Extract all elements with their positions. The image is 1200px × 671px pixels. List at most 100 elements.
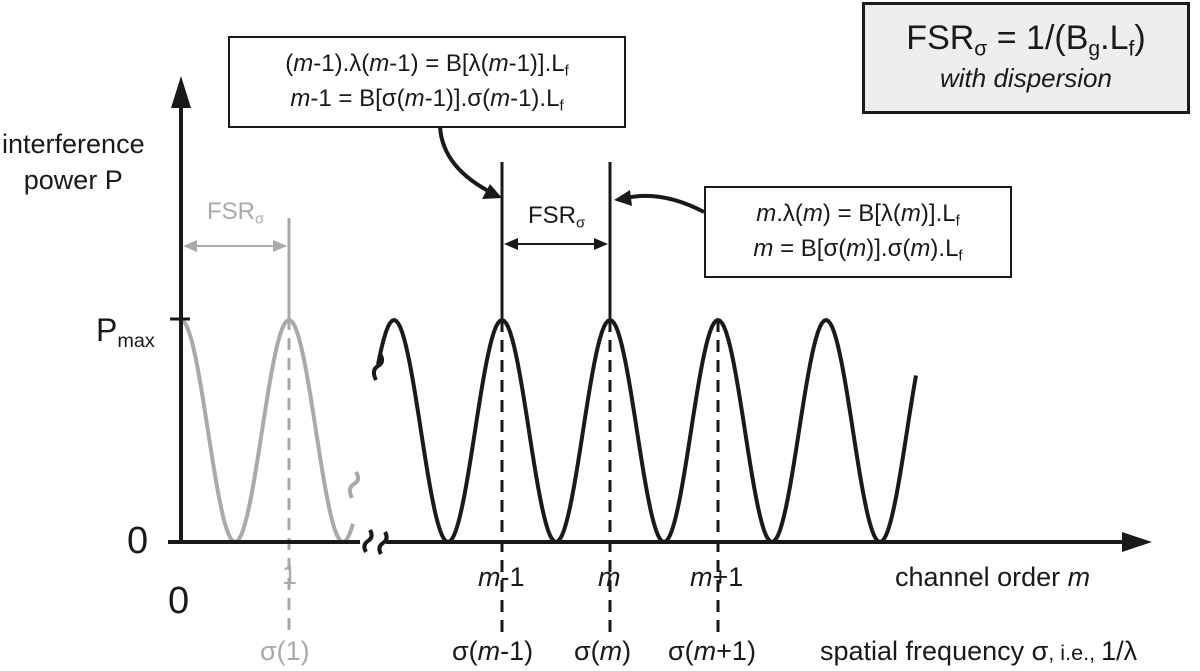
order-m-equation-box: m.λ(m) = B[λ(m)].Lf m = B[σ(m)].σ(m).Lf [704, 186, 1012, 278]
zero-x-label: 0 [168, 580, 190, 622]
fsr-end: ) [1134, 19, 1146, 57]
t: ).L [930, 235, 959, 262]
gray-arrowhead-left [183, 240, 197, 252]
equation-line-2: m-1 = B[σ(m-1)].σ(m-1).Lf [230, 81, 624, 116]
y-title-line-1: interference [2, 129, 145, 159]
pmax-sub: max [117, 329, 155, 352]
fsr-sub-f: f [1128, 37, 1135, 61]
fsr-mid2: .L [1100, 19, 1129, 57]
black-fsr-main: FSR [528, 202, 576, 229]
fsr-sub: σ [974, 37, 988, 61]
t: m [369, 50, 390, 77]
t: m [488, 50, 509, 77]
t: +1 [712, 562, 744, 592]
t: 1/λ [1101, 636, 1138, 666]
equation-line-1: m.λ(m) = B[λ(m)].Lf [706, 196, 1010, 231]
t: f [955, 213, 960, 230]
black-fsr-label: FSRσ [528, 202, 586, 232]
t: )].L [920, 200, 956, 227]
t: ( [285, 50, 294, 77]
x-axis-arrowhead [1122, 532, 1152, 552]
fsr-sub-g: g [1088, 37, 1101, 61]
x-axis-title-channel-order: channel order m [895, 562, 1090, 593]
t: m [846, 235, 867, 262]
t: m [599, 636, 623, 666]
gray-fsr-main: FSR [207, 198, 255, 225]
t: m [290, 85, 311, 112]
t: spatial frequency σ [820, 636, 1049, 666]
tick-m-minus-1: m-1 [478, 562, 525, 593]
black-waveform [376, 317, 918, 545]
t: ) [622, 636, 632, 666]
fsr-formula-box: FSRσ = 1/(Bg.Lf) with dispersion [862, 2, 1190, 114]
t: m [1067, 562, 1091, 592]
equation-line-1: (m-1).λ(m-1) = B[λ(m-1)].Lf [230, 46, 624, 81]
fsr-formula-line: FSRσ = 1/(Bg.Lf) [865, 15, 1187, 61]
t: m [477, 636, 501, 666]
equation-line-2: m = B[σ(m)].σ(m).Lf [706, 231, 1010, 266]
tick-sigma-m: σ(m) [574, 636, 631, 667]
t: m [293, 50, 314, 77]
t: f [564, 63, 569, 80]
t: = B[σ( [773, 235, 847, 262]
t: m [404, 85, 425, 112]
t: σ( [574, 636, 600, 666]
t: .λ( [776, 200, 803, 227]
upper-callout-arrowhead [482, 184, 502, 199]
t: m [478, 562, 501, 592]
black-fsr-sub: σ [576, 215, 586, 232]
t: )].σ( [866, 235, 911, 262]
t: -1 = B[σ( [310, 85, 405, 112]
t: m [910, 235, 931, 262]
zero-y-label: 0 [127, 520, 149, 562]
upper-callout-arrow [438, 125, 495, 196]
t: m [753, 235, 774, 262]
t: m [693, 636, 717, 666]
t: -1 [500, 562, 525, 592]
gray-fsr-sub: σ [255, 211, 265, 228]
t: +1) [716, 636, 756, 666]
with-dispersion-label: with dispersion [940, 63, 1112, 93]
fsr-text: FSR [906, 19, 975, 57]
t: m [690, 562, 713, 592]
t: σ( [668, 636, 694, 666]
t: -1).λ( [313, 50, 370, 77]
t: m [900, 200, 921, 227]
gray-waveform [180, 317, 355, 545]
tick-sigma-m-minus-1: σ(m-1) [452, 636, 533, 667]
t: m [802, 200, 823, 227]
t: m [598, 562, 621, 592]
t: m [756, 200, 777, 227]
t: channel order [895, 562, 1068, 592]
pmax-label: Pmax [96, 312, 155, 352]
tick-1: 1 [282, 560, 298, 590]
y-title-line-2: power P [23, 165, 123, 195]
tick-m: m [598, 562, 621, 593]
t: σ( [452, 636, 478, 666]
black-arrowhead-left [504, 238, 518, 250]
axis-break-mark-1 [362, 529, 374, 553]
gray-fsr-label: FSRσ [207, 198, 265, 228]
tick-sigma-1: σ(1) [260, 636, 310, 666]
right-callout-arrow [625, 193, 705, 214]
tick-sigma-m-plus-1: σ(m+1) [668, 636, 756, 667]
t: f [958, 248, 963, 265]
t: -1)].σ( [424, 85, 491, 112]
t: -1)].L [508, 50, 565, 77]
black-break-mark [371, 352, 385, 381]
black-arrowhead-right [594, 238, 608, 250]
t: ) = B[λ( [822, 200, 901, 227]
t: m [490, 85, 511, 112]
x-axis-title-spatial-frequency: spatial frequency σ, i.e., 1/λ [820, 636, 1137, 667]
t: -1).L [510, 85, 560, 112]
y-axis-title: interference power P [2, 126, 145, 198]
t: , i.e., [1048, 640, 1102, 665]
tick-m-plus-1: m+1 [690, 562, 743, 593]
t: -1) = B[λ( [389, 50, 489, 77]
right-callout-arrowhead [614, 190, 632, 206]
axis-break-mark-2 [377, 531, 389, 555]
gray-break-mark [347, 470, 361, 499]
t: -1) [500, 636, 534, 666]
fsr-mid: = 1/(B [987, 19, 1089, 57]
